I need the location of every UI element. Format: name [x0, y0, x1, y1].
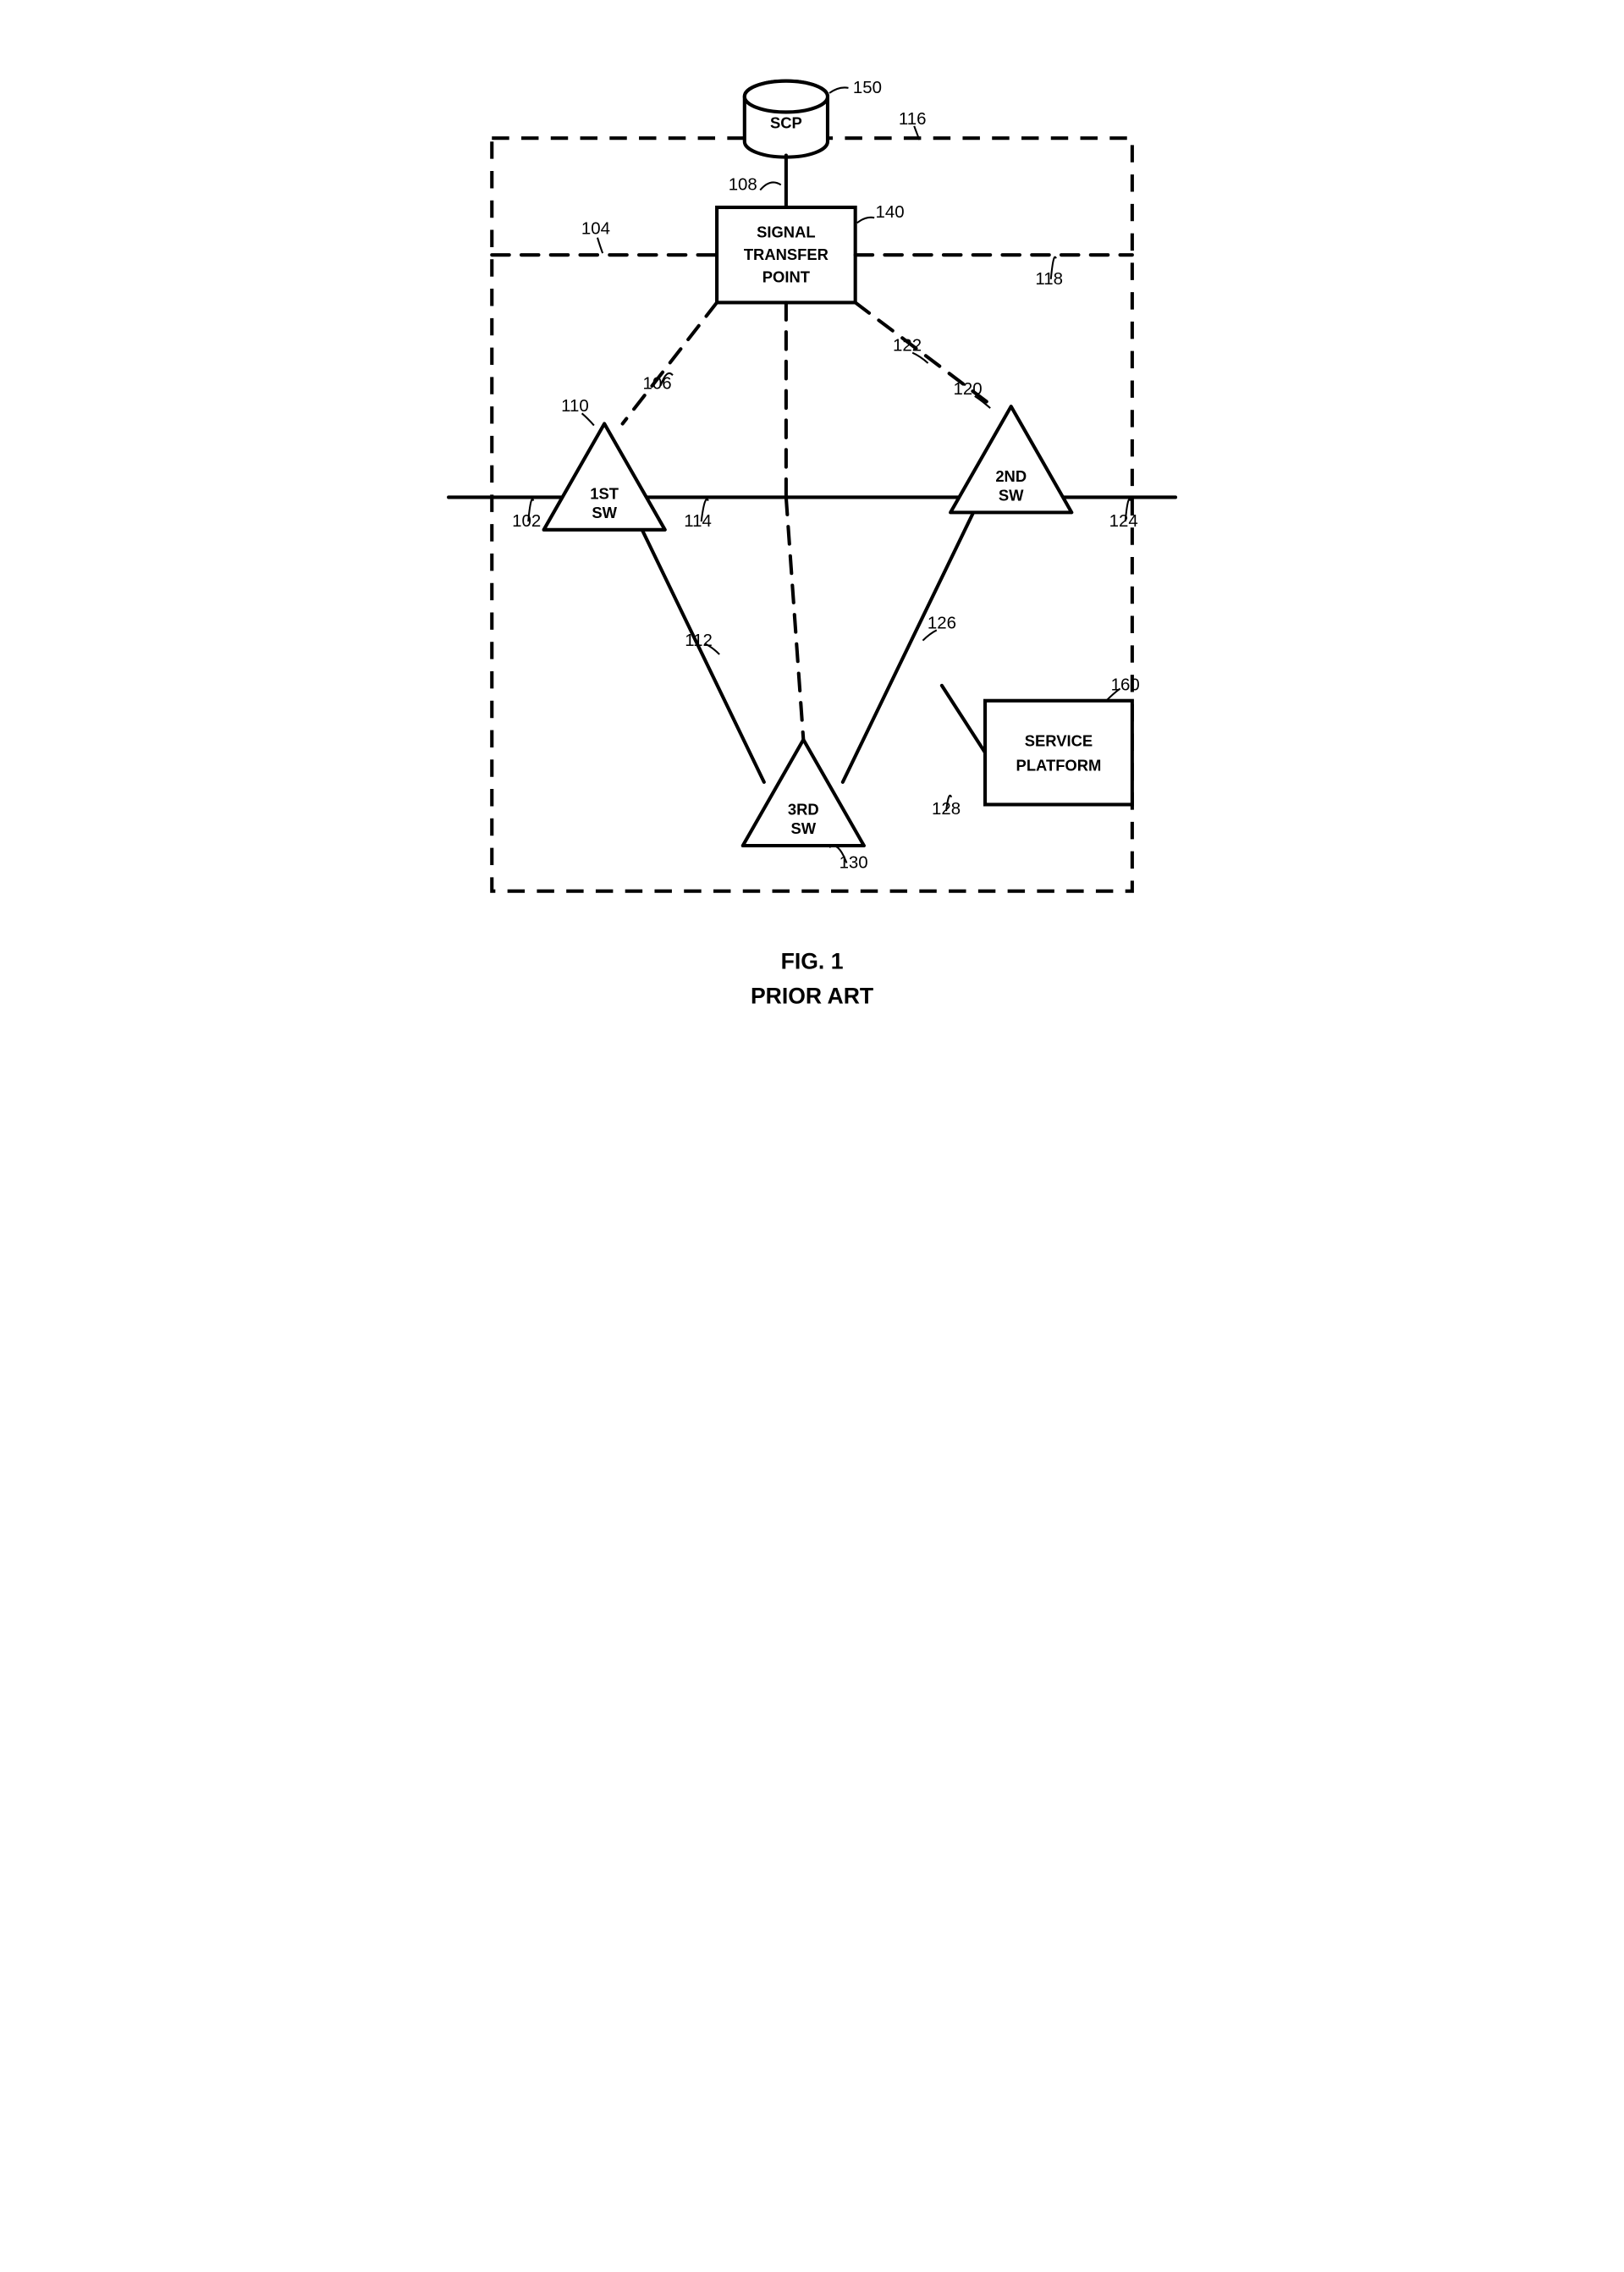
ref-106: 106	[642, 374, 671, 394]
ref-160: 160	[1111, 675, 1140, 694]
scp-label: SCP	[770, 114, 802, 132]
ref-120: 120	[953, 379, 982, 399]
ref-114: 114	[684, 511, 712, 531]
scp-top	[745, 81, 828, 113]
sp-line1: SERVICE	[1025, 732, 1093, 750]
ref-118: 118	[1035, 269, 1063, 289]
ref-104: 104	[581, 219, 610, 239]
switch-3-line1: 3RD	[788, 800, 819, 818]
ref-108: 108	[729, 174, 757, 194]
ref-102: 102	[512, 511, 541, 531]
stp-line2: TRANSFER	[744, 245, 829, 263]
ref-128: 128	[932, 799, 961, 819]
ref-130: 130	[840, 853, 868, 873]
ref-116: 116	[899, 109, 927, 129]
switch-3-line2: SW	[790, 819, 816, 837]
ref-112: 112	[685, 631, 713, 650]
ref-124: 124	[1109, 511, 1138, 531]
figure-caption-1: FIG. 1	[781, 949, 844, 974]
ref-110: 110	[561, 396, 589, 416]
service-platform-box	[985, 701, 1132, 805]
stp-line3: POINT	[762, 268, 811, 286]
ref-122: 122	[893, 336, 922, 356]
stp-line1: SIGNAL	[757, 223, 815, 240]
ref-150-leader	[829, 87, 848, 93]
ref-126: 126	[928, 613, 956, 632]
switch-2-line2: SW	[999, 486, 1024, 504]
figure-caption-2: PRIOR ART	[751, 984, 873, 1009]
switch-2-line1: 2ND	[995, 467, 1027, 485]
ref-140-leader	[857, 218, 874, 223]
ref-140: 140	[875, 202, 904, 222]
switch-1-line2: SW	[592, 504, 617, 521]
ref-104-leader	[597, 238, 603, 253]
ref-150: 150	[853, 78, 882, 97]
sp-line2: PLATFORM	[1016, 756, 1101, 774]
switch-1-line1: 1ST	[590, 484, 619, 502]
ref-108-leader	[760, 182, 781, 190]
